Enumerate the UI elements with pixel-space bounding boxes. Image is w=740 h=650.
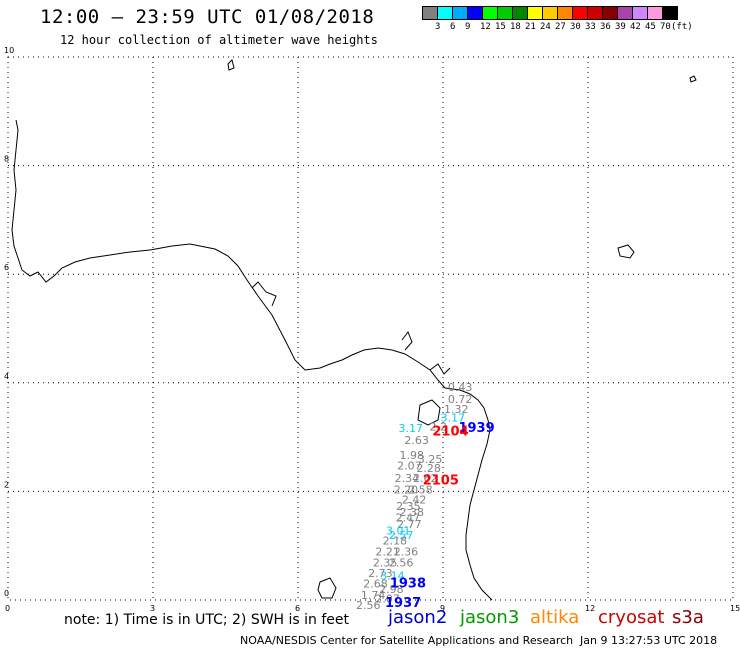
- satellite-label-jason2: jason2: [388, 607, 448, 628]
- satellite-label-jason3: jason3: [460, 607, 520, 628]
- x-tick-label: 3: [150, 604, 155, 613]
- altimeter-observations: 0.430.721.323.173.17 2.22.631.983.252.072…: [356, 381, 495, 612]
- island-south: [317, 577, 337, 599]
- wave-height-value: 2.77: [397, 518, 422, 531]
- x-tick-label: 15: [730, 604, 740, 613]
- wave-height-value: 2.38: [400, 506, 425, 519]
- wave-height-value: 3.14: [380, 569, 405, 582]
- legend-label: 30: [570, 22, 581, 32]
- satellite-label-cryosat: cryosat: [598, 607, 665, 628]
- pass-time-label: 1937: [385, 596, 421, 611]
- wave-height-value: 2.36: [394, 545, 419, 558]
- island-bay: [417, 399, 441, 426]
- x-tick-label: 9: [440, 604, 445, 613]
- y-tick-label: 8: [4, 155, 9, 164]
- footer-credit: NOAA/NESDIS Center for Satellite Applica…: [240, 634, 574, 647]
- wave-height-value: 2.20: [394, 484, 419, 497]
- wave-height-value: 2.07: [397, 460, 422, 473]
- wave-height-value: 2.62: [413, 472, 438, 485]
- pass-time-label: 2105: [423, 473, 459, 488]
- coastline-west: [11, 119, 23, 271]
- legend-label: 36: [600, 22, 611, 32]
- wave-height-value: 2.42: [402, 493, 427, 506]
- y-tick-label: 0: [4, 589, 9, 598]
- wave-height-value: 2.2: [429, 421, 447, 434]
- coastline-inlet-3: [429, 363, 451, 375]
- wave-height-value: 3.17: [399, 422, 424, 435]
- legend-label: 3: [435, 22, 441, 32]
- island-north: [227, 59, 235, 71]
- wave-height-value: 2.35: [396, 500, 421, 513]
- wave-height-value: 2.07: [375, 593, 400, 606]
- wave-height-value: 2.56: [356, 599, 381, 612]
- x-tick-label: 6: [295, 604, 300, 613]
- wave-height-value: 2.98: [379, 583, 404, 596]
- y-tick-label: 4: [4, 372, 9, 381]
- pass-time-label: 1938: [390, 577, 426, 592]
- wave-height-value: 2.18: [383, 535, 408, 548]
- wave-height-value: 2.73: [368, 567, 393, 580]
- coastline-inlet-1: [251, 281, 277, 307]
- island-northeast: [617, 244, 635, 259]
- legend-label: 9: [465, 22, 471, 32]
- wave-height-value: 2.63: [404, 434, 429, 447]
- legend-label: 6: [450, 22, 456, 32]
- legend-label: 33: [585, 22, 596, 32]
- color-legend-labels: 3 6 9 12 15 18 21 24 27 30 33 36 39 42 45 70 (ft): [422, 22, 740, 34]
- wave-height-value: 2.47: [396, 511, 421, 524]
- coastline: [11, 59, 697, 601]
- satellite-label-altika: altika: [530, 607, 580, 628]
- grid-lines: [7, 56, 734, 601]
- axis-tick-labels: 0 3 6 9 12 15 0 2 4 6 8 10: [4, 46, 740, 613]
- y-tick-label: 10: [4, 46, 14, 55]
- wave-height-value: 1.98: [400, 449, 425, 462]
- x-tick-label: 12: [585, 604, 595, 613]
- legend-label: 42: [630, 22, 641, 32]
- page-subtitle: 12 hour collection of altimeter wave hei…: [60, 33, 378, 47]
- pass-time-label: 1939: [458, 421, 494, 436]
- satellite-label-s3a: s3a: [672, 607, 704, 628]
- wave-height-value: 1.74: [361, 589, 386, 602]
- wave-height-value: 2.35: [373, 556, 398, 569]
- wave-height-value: 3.01: [386, 524, 411, 537]
- legend-label: 18: [510, 22, 521, 32]
- page-title: 12:00 – 23:59 UTC 01/08/2018: [40, 6, 375, 28]
- islet-east: [689, 75, 697, 83]
- footer-timestamp: Jan 9 13:27:53 UTC 2018: [580, 634, 718, 647]
- x-tick-label: 0: [5, 604, 10, 613]
- wave-height-value: 3.17: [441, 411, 466, 424]
- legend-label: (ft): [671, 22, 693, 32]
- wave-height-value: 2.34: [395, 472, 420, 485]
- wave-height-value: 2.21: [375, 545, 400, 558]
- wave-height-value: 0.72: [448, 393, 473, 406]
- legend-label: 24: [540, 22, 551, 32]
- legend-label: 27: [555, 22, 566, 32]
- legend-label: 21: [525, 22, 536, 32]
- legend-label: 15: [495, 22, 506, 32]
- wave-height-value: 2.56: [389, 556, 414, 569]
- y-tick-label: 2: [4, 480, 9, 489]
- wave-height-value: 1.32: [444, 403, 469, 416]
- pass-time-label: 2104: [432, 424, 468, 439]
- legend-label: 70: [660, 22, 671, 32]
- wave-height-value: 0.43: [448, 381, 473, 394]
- note-text: note: 1) Time is in UTC; 2) SWH is in fe…: [64, 612, 350, 628]
- wave-height-value: 3.25: [418, 453, 443, 466]
- legend-swatch: [662, 6, 678, 20]
- legend-label: 45: [645, 22, 656, 32]
- wave-height-value: 2.57: [389, 529, 414, 542]
- legend-label: 12: [480, 22, 491, 32]
- coastline-inlet-2: [401, 330, 413, 351]
- map-frame: [7, 56, 734, 601]
- wave-height-value: 2.28: [416, 462, 441, 475]
- y-tick-label: 6: [4, 263, 9, 272]
- legend-label: 39: [615, 22, 626, 32]
- coastline-gulf: [21, 243, 493, 601]
- wave-height-value: 2.58: [408, 484, 433, 497]
- color-legend: [422, 6, 678, 20]
- wave-height-value: 2.68: [363, 578, 388, 591]
